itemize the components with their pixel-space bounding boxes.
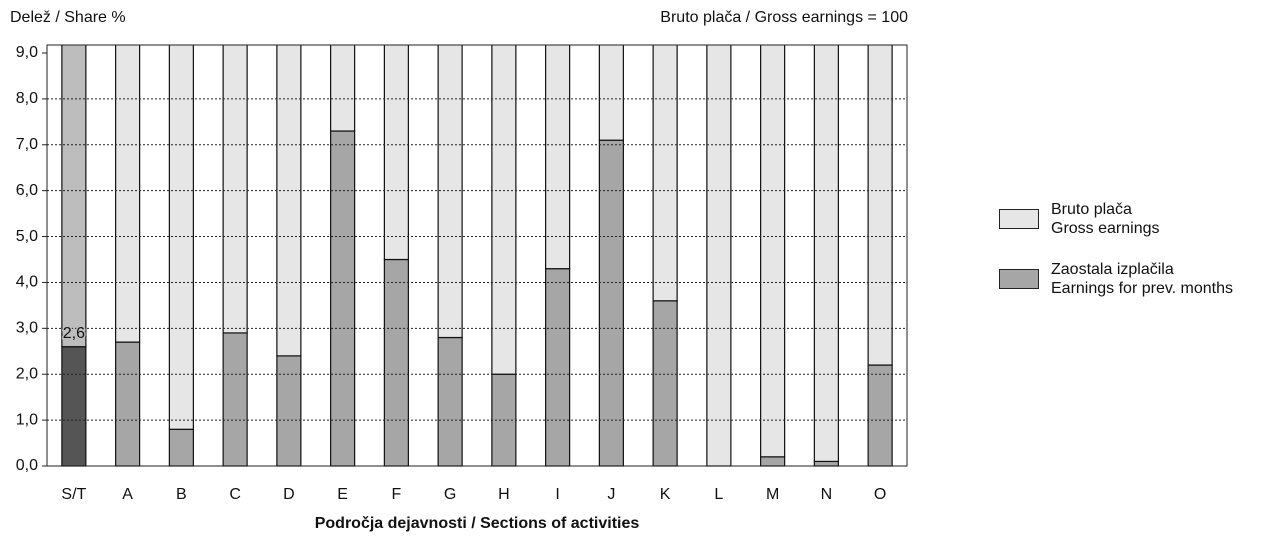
chart-subtitle: Bruto plača / Gross earnings = 100 [660, 9, 908, 26]
y-axis-title: Delež / Share % [10, 9, 126, 26]
legend-swatch [999, 269, 1039, 289]
bar-segment [545, 45, 571, 270]
y-tick-label: 7,0 [16, 136, 38, 153]
legend-label: Bruto plača Gross earnings [1051, 201, 1160, 237]
x-tick-label: J [607, 486, 615, 503]
bar-segment [168, 45, 194, 430]
bar-segment [598, 139, 624, 467]
x-tick-label: A [122, 486, 133, 503]
bar-segment [706, 45, 732, 467]
bar-segment [760, 45, 786, 458]
x-tick-label: S/T [61, 486, 86, 503]
bar-segment [330, 45, 356, 132]
bar-segment [598, 45, 624, 141]
bar-segment [867, 364, 893, 467]
plot-area [61, 45, 893, 467]
bar-segment [652, 300, 678, 467]
y-tick-label: 4,0 [16, 274, 38, 291]
y-tick-label: 8,0 [16, 90, 38, 107]
bar-segment [115, 45, 141, 343]
x-axis-title: Področja dejavnosti / Sections of activi… [315, 515, 640, 532]
bar-segment [813, 460, 839, 467]
bar-segment [383, 45, 409, 261]
y-tick-label: 0,0 [16, 457, 38, 474]
bar-segment [652, 45, 678, 302]
legend-item: Zaostala izplačila Earnings for prev. mo… [999, 249, 1233, 309]
bar-segment [867, 45, 893, 366]
bar-segment [61, 45, 87, 348]
y-tick-label: 9,0 [16, 44, 38, 61]
plot-frame [46, 44, 908, 467]
bar-segment [545, 268, 571, 467]
bar-segment [115, 341, 141, 467]
x-tick-label: F [391, 486, 401, 503]
bar-segment [437, 45, 463, 339]
y-tick-label: 5,0 [16, 228, 38, 245]
y-tick-label: 6,0 [16, 182, 38, 199]
x-tick-label: I [555, 486, 559, 503]
x-tick-label: B [176, 486, 187, 503]
bar-segment [168, 428, 194, 467]
x-tick-label: L [714, 486, 723, 503]
x-tick-label: E [337, 486, 348, 503]
bar-segment [813, 45, 839, 463]
x-tick-label: K [660, 486, 671, 503]
legend-label: Zaostala izplačila Earnings for prev. mo… [1051, 261, 1234, 297]
bar-segment [222, 332, 248, 467]
bar-segment [61, 346, 87, 467]
bar-segment [760, 456, 786, 467]
legend-item: Bruto plača Gross earnings [999, 189, 1233, 249]
value-label: 2,6 [63, 325, 85, 342]
x-tick-label: H [498, 486, 510, 503]
bar-segment [491, 45, 517, 375]
x-tick-label: N [821, 486, 833, 503]
legend-swatch [999, 209, 1039, 229]
bar-segment [276, 45, 302, 357]
x-tick-label: O [874, 486, 886, 503]
bar-segment [222, 45, 248, 334]
y-tick-label: 3,0 [16, 320, 38, 337]
x-tick-label: D [283, 486, 295, 503]
x-tick-label: M [766, 486, 779, 503]
bar-segment [330, 130, 356, 467]
y-tick-label: 2,0 [16, 365, 38, 382]
bar-segment [276, 355, 302, 467]
x-tick-label: C [229, 486, 241, 503]
x-tick-label: G [444, 486, 456, 503]
bar-segment [437, 336, 463, 467]
bar-segment [383, 258, 409, 467]
y-tick-label: 1,0 [16, 411, 38, 428]
legend: Bruto plača Gross earnings Zaostala izpla… [999, 189, 1233, 309]
